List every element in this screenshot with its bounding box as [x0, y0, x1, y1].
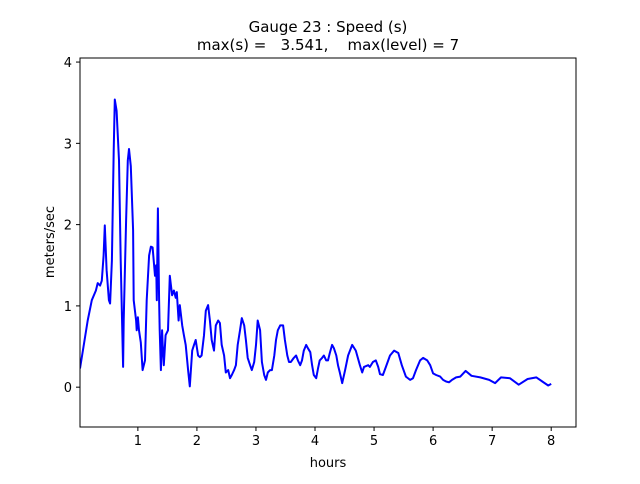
x-tick-label: 5: [370, 434, 378, 449]
x-axis-label: hours: [310, 456, 347, 471]
y-tick-label: 2: [64, 219, 72, 234]
x-tick-label: 8: [547, 434, 555, 449]
x-tick-label: 6: [429, 434, 437, 449]
chart-title-line1: Gauge 23 : Speed (s): [249, 18, 408, 36]
series-line-speed: [80, 98, 552, 388]
x-axis: 1 2 3 4 5 6 7 8: [134, 427, 555, 449]
x-tick-label: 4: [311, 434, 319, 449]
plot-area: [79, 57, 577, 428]
y-tick-label: 1: [64, 300, 72, 315]
y-tick-label: 3: [64, 137, 72, 152]
y-axis: 0 1 2 3 4: [64, 56, 80, 396]
x-tick-label: 2: [193, 434, 201, 449]
axes-frame: [79, 57, 577, 428]
y-axis-label: meters/sec: [43, 206, 58, 278]
x-tick-label: 7: [488, 434, 496, 449]
y-tick-label: 4: [64, 56, 72, 71]
chart-title-line2: max(s) = 3.541, max(level) = 7: [197, 36, 459, 54]
x-tick-label: 3: [252, 434, 260, 449]
y-tick-label: 0: [64, 381, 72, 396]
x-tick-label: 1: [134, 434, 142, 449]
